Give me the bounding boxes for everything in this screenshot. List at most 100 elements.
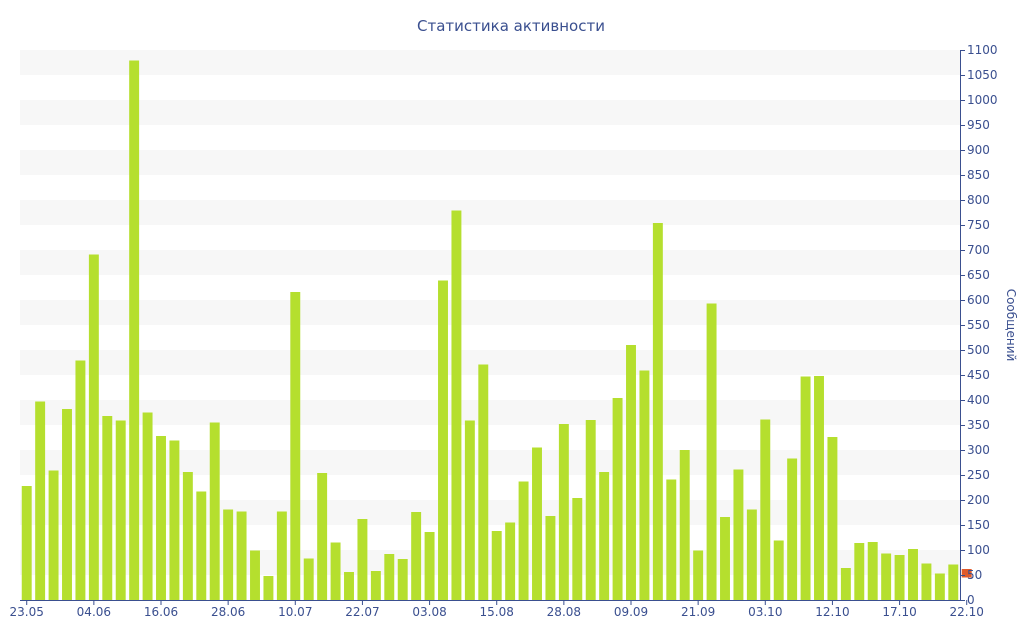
bar — [773, 540, 784, 600]
y-tick-label: 100 — [967, 543, 990, 557]
bar — [451, 210, 462, 600]
bar — [250, 550, 260, 600]
bar — [612, 398, 623, 600]
y-tick-label: 400 — [967, 393, 990, 407]
bar — [572, 498, 583, 600]
x-tick-label: 03.08 — [412, 605, 446, 619]
bar — [21, 486, 32, 600]
bar — [934, 573, 945, 600]
y-tick-label: 150 — [967, 518, 990, 532]
bar — [693, 550, 704, 600]
bar — [666, 479, 677, 600]
bar — [182, 472, 193, 600]
y-tick-label: 0 — [967, 593, 975, 607]
bar — [330, 542, 341, 600]
bar — [464, 420, 475, 600]
bar — [679, 450, 690, 600]
bar — [156, 436, 166, 600]
bar — [75, 360, 86, 600]
bar — [733, 469, 744, 600]
bar — [263, 576, 274, 600]
y-tick-label: 550 — [967, 318, 990, 332]
x-tick-label: 16.06 — [144, 605, 178, 619]
y-tick-label: 200 — [967, 493, 990, 507]
bar — [357, 519, 368, 600]
bar — [491, 531, 502, 600]
chart-title: Статистика активности — [417, 17, 605, 35]
bar — [276, 511, 287, 600]
bar — [317, 473, 328, 600]
bar — [639, 370, 650, 600]
bar — [142, 412, 153, 600]
x-tick-label: 09.09 — [614, 605, 648, 619]
bar — [787, 458, 798, 600]
grid-band — [20, 200, 960, 225]
y-tick-label: 700 — [967, 243, 990, 257]
grid-band — [20, 350, 960, 375]
y-tick-label: 350 — [967, 418, 990, 432]
bar — [532, 447, 542, 600]
y-tick-label: 800 — [967, 193, 990, 207]
bar — [438, 280, 448, 600]
x-tick-label: 23.05 — [10, 605, 44, 619]
y-tick-label: 50 — [967, 568, 982, 582]
bar — [800, 376, 811, 600]
y-axis: 0 50 100 150 200 250 300 350 400 450 500 550 600 650 7… — [960, 43, 998, 607]
x-tick-label: 17.10 — [882, 605, 916, 619]
bars-group — [21, 60, 972, 600]
grid-band — [20, 50, 960, 75]
grid-band — [20, 100, 960, 125]
y-tick-label: 850 — [967, 168, 990, 182]
bar — [344, 572, 354, 600]
bar — [585, 420, 596, 600]
y-tick-label: 950 — [967, 118, 990, 132]
bar — [290, 292, 301, 600]
bar — [129, 60, 140, 600]
bar — [115, 420, 126, 600]
bar — [652, 223, 663, 600]
grid-band — [20, 150, 960, 175]
x-axis: 23.05 04.06 16.06 28.06 10.07 22.07 03.08 15.08… — [10, 600, 984, 619]
bar — [397, 559, 408, 600]
y-tick-label: 300 — [967, 443, 990, 457]
x-tick-label: 04.06 — [77, 605, 111, 619]
x-tick-label: 10.07 — [278, 605, 312, 619]
bar — [908, 549, 918, 600]
bar — [35, 401, 46, 600]
bar — [505, 522, 516, 600]
x-tick-label: 22.07 — [345, 605, 379, 619]
bar — [746, 509, 757, 600]
bar — [760, 419, 771, 600]
bar — [411, 512, 422, 600]
y-tick-label: 500 — [967, 343, 990, 357]
bar — [867, 542, 878, 600]
bar — [558, 424, 569, 600]
bar — [921, 563, 932, 600]
bar — [626, 345, 636, 600]
bar — [236, 511, 247, 600]
x-tick-label: 28.06 — [211, 605, 245, 619]
grid-band — [20, 250, 960, 275]
bar — [545, 516, 556, 600]
y-tick-label: 750 — [967, 218, 990, 232]
y-tick-label: 450 — [967, 368, 990, 382]
y-tick-label: 650 — [967, 268, 990, 282]
bar — [948, 564, 959, 600]
bar — [209, 422, 220, 600]
bar — [814, 376, 824, 600]
bar — [303, 558, 314, 600]
y-tick-label: 250 — [967, 468, 990, 482]
bar — [881, 553, 892, 600]
bar — [518, 481, 529, 600]
bar — [102, 416, 113, 600]
x-tick-label: 12.10 — [815, 605, 849, 619]
bar — [599, 472, 610, 600]
bar — [223, 509, 234, 600]
bar — [894, 555, 905, 600]
y-tick-label: 1050 — [967, 68, 998, 82]
bar — [88, 254, 99, 600]
bar — [370, 571, 381, 600]
bar — [840, 568, 851, 600]
bar — [424, 532, 435, 600]
